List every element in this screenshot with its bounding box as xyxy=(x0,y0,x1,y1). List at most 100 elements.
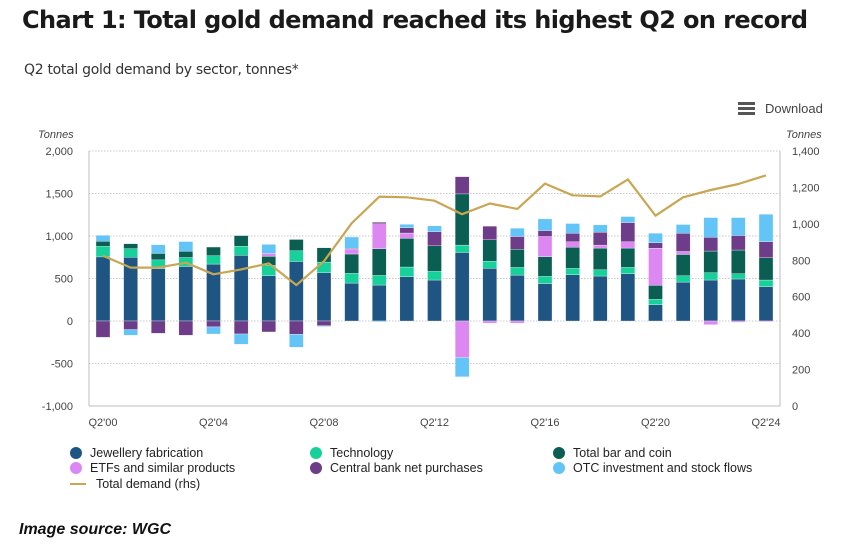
jewellery-bar-segment xyxy=(482,268,497,322)
central-bank-bar-segment xyxy=(675,233,691,252)
legend-label: Jewellery fabrication xyxy=(90,446,204,460)
legend-item-bar-and-coin[interactable]: Total bar and coin xyxy=(553,446,672,460)
etfs-bar-segment xyxy=(703,320,718,325)
right-axis-tick-label: 200 xyxy=(792,365,810,377)
technology-bar-segment xyxy=(593,269,608,277)
jewellery-bar-segment xyxy=(261,275,276,322)
bar-and-coin-bar-segment xyxy=(123,243,138,249)
otc-bar-segment xyxy=(758,214,774,242)
legend-item-otc[interactable]: OTC investment and stock flows xyxy=(553,461,752,475)
bar-and-coin-bar-segment xyxy=(537,256,553,277)
central-bank-bar-segment xyxy=(316,320,332,326)
bar-and-coin-bar-segment xyxy=(372,248,387,276)
central-bank-bar-segment xyxy=(758,241,774,258)
bar-and-coin-bar-segment xyxy=(233,235,249,247)
bar-and-coin-bar-segment xyxy=(731,249,746,274)
otc-bar-segment xyxy=(95,235,111,242)
central-bank-bar-segment xyxy=(372,222,387,224)
legend-label: Technology xyxy=(330,446,394,460)
bar-and-coin-bar-segment xyxy=(454,193,470,246)
total-demand-line xyxy=(102,174,767,287)
central-bank-bar-segment xyxy=(233,320,249,335)
x-axis-ticks: Q2'00 Q2'04 Q2'08 Q2'12 Q2'16 Q2'20 Q2'24 xyxy=(88,417,780,429)
bar-and-coin-bar-segment xyxy=(593,247,608,270)
legend-item-total-demand[interactable]: Total demand (rhs) xyxy=(70,477,200,491)
jewellery-bar-segment xyxy=(454,252,470,322)
central-bank-bar-segment xyxy=(261,320,276,333)
legend-marker-otc xyxy=(553,462,565,474)
left-axis-tick-label: 500 xyxy=(55,274,73,286)
right-axis-tick-label: 1,400 xyxy=(792,146,820,158)
otc-bar-segment xyxy=(593,224,608,233)
otc-bar-segment xyxy=(151,244,166,254)
download-button[interactable]: Download xyxy=(738,101,823,116)
legend-item-technology[interactable]: Technology xyxy=(310,446,393,460)
central-bank-bar-segment xyxy=(482,225,497,240)
left-axis-tick-label: -1,000 xyxy=(42,401,73,413)
etfs-bar-segment xyxy=(510,320,525,324)
central-bank-bar-segment xyxy=(289,320,304,335)
otc-bar-segment xyxy=(178,241,194,252)
legend-label: Total bar and coin xyxy=(573,446,672,460)
central-bank-bar-segment xyxy=(123,320,138,330)
right-axis-tick-label: 1,200 xyxy=(792,182,820,194)
right-axis-tick-label: 1,000 xyxy=(792,219,820,231)
bar-and-coin-bar-segment xyxy=(344,253,359,274)
legend-marker-central-bank xyxy=(310,462,322,474)
technology-bar-segment xyxy=(399,266,415,277)
otc-bar-segment xyxy=(454,357,470,377)
etfs-bar-segment xyxy=(344,249,359,255)
jewellery-bar-segment xyxy=(344,282,359,322)
etfs-bar-segment xyxy=(675,251,691,255)
jewellery-bar-segment xyxy=(565,274,580,322)
central-bank-bar-segment xyxy=(95,320,111,338)
jewellery-bar-segment xyxy=(510,274,525,322)
left-axis-ticks: -1,000 -500 0 500 1,000 1,500 2,000 xyxy=(42,146,73,413)
central-bank-bar-segment xyxy=(648,242,663,249)
central-bank-bar-segment xyxy=(537,230,553,237)
legend-item-central-bank[interactable]: Central bank net purchases xyxy=(310,461,483,475)
technology-bar-segment xyxy=(675,275,691,283)
central-bank-bar-segment xyxy=(206,320,221,328)
legend-marker-jewellery xyxy=(70,447,82,459)
right-axis-title: Tonnes xyxy=(786,129,822,141)
jewellery-bar-segment xyxy=(151,268,166,322)
right-axis-tick-label: 600 xyxy=(792,292,810,304)
technology-bar-segment xyxy=(620,267,636,274)
technology-bar-segment xyxy=(758,279,774,287)
legend-marker-bar-and-coin xyxy=(553,447,565,459)
x-axis-tick-label: Q2'12 xyxy=(420,417,449,429)
bar-and-coin-bar-segment xyxy=(399,238,415,268)
otc-bar-segment xyxy=(703,217,718,238)
technology-bar-segment xyxy=(482,261,497,269)
technology-bar-segment xyxy=(427,271,442,281)
otc-bar-segment xyxy=(675,224,691,234)
bar-and-coin-bar-segment xyxy=(206,246,221,256)
technology-bar-segment xyxy=(454,244,470,253)
etfs-bar-segment xyxy=(565,241,580,248)
left-axis-tick-label: 0 xyxy=(67,316,73,328)
jewellery-bar-segment xyxy=(372,284,387,322)
otc-bar-segment xyxy=(344,236,359,249)
central-bank-bar-segment xyxy=(620,222,636,242)
bar-and-coin-bar-segment xyxy=(703,250,718,273)
jewellery-bar-segment xyxy=(233,255,249,322)
jewellery-bar-segment xyxy=(758,286,774,322)
technology-bar-segment xyxy=(648,299,663,305)
otc-bar-segment xyxy=(427,225,442,232)
total-demand-line-series xyxy=(102,174,767,287)
central-bank-bar-segment xyxy=(731,235,746,251)
otc-bar-segment xyxy=(510,228,525,237)
right-axis-tick-label: 0 xyxy=(792,401,798,413)
otc-bar-segment xyxy=(206,326,221,335)
etfs-bar-segment xyxy=(482,320,497,324)
etfs-bar-segment xyxy=(758,320,774,322)
legend-marker-etfs xyxy=(70,462,82,474)
etfs-bar-segment xyxy=(372,223,387,249)
legend-item-jewellery[interactable]: Jewellery fabrication xyxy=(70,446,203,460)
jewellery-bar-segment xyxy=(593,275,608,322)
legend-item-etfs[interactable]: ETFs and similar products xyxy=(70,461,235,475)
otc-bar-segment xyxy=(123,329,138,336)
central-bank-bar-segment xyxy=(703,237,718,252)
jewellery-bar-segment xyxy=(399,276,415,322)
